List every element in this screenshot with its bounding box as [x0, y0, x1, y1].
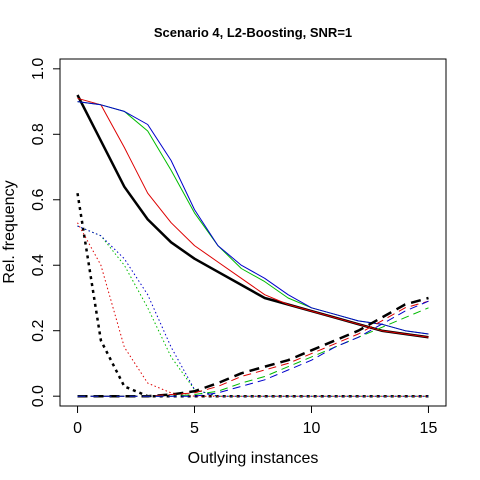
y-tick-label: 0.0 [30, 385, 47, 407]
x-tick-label: 10 [303, 420, 321, 437]
series-line-dotted-5 [76, 193, 429, 398]
x-axis: 0 5 10 15 [73, 405, 438, 437]
series-layer [76, 94, 429, 398]
y-axis-label: Rel. frequency [1, 180, 18, 283]
plot-frame [59, 58, 447, 407]
chart-title: Scenario 4, L2-Boosting, SNR=1 [154, 25, 352, 40]
series-line-dotted-6 [77, 222, 429, 397]
series-line-solid-4 [77, 101, 429, 335]
y-tick-label: 0.4 [30, 254, 47, 276]
series-line-solid-1 [76, 94, 429, 339]
x-tick-label: 0 [73, 420, 82, 437]
y-tick-label: 1.0 [30, 58, 47, 80]
series-line-dashed-9 [77, 296, 429, 398]
y-tick-label: 0.2 [30, 319, 47, 341]
x-axis-label: Outlying instances [188, 450, 319, 467]
x-tick-label: 15 [420, 420, 438, 437]
y-tick-label: 0.6 [30, 189, 47, 211]
series-line-dashed-10 [77, 300, 429, 397]
y-axis: 0.0 0.2 0.4 0.6 0.8 1.0 [30, 58, 61, 407]
series-line-solid-3 [77, 101, 429, 335]
series-line-solid-2 [77, 97, 429, 338]
series-line-dashed-12 [77, 300, 429, 397]
y-tick-label: 0.8 [30, 123, 47, 145]
x-tick-label: 5 [190, 420, 199, 437]
